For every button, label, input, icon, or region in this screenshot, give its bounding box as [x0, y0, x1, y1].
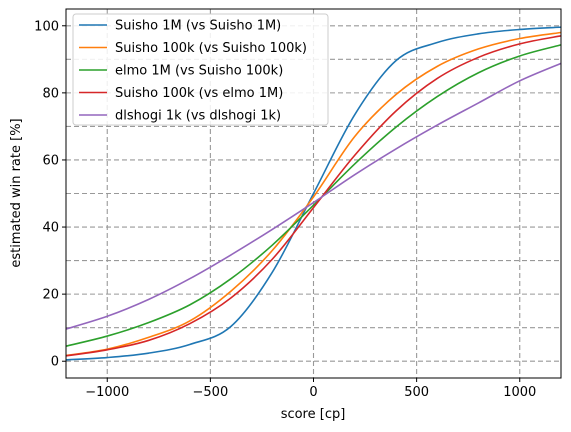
x-tick-label: 0 [309, 385, 317, 400]
x-tick-label: −1000 [85, 385, 129, 400]
series-line-2 [65, 31, 562, 357]
series-line-1 [65, 26, 562, 361]
y-tick-label: 0 [51, 355, 59, 370]
y-tick-label: 60 [42, 153, 59, 168]
x-tick-label: −500 [193, 385, 229, 400]
series-line-3 [65, 44, 562, 347]
legend-label-4: Suisho 100k (vs elmo 1M) [115, 86, 283, 101]
legend-label-2: Suisho 100k (vs Suisho 100k) [115, 41, 307, 56]
legend: Suisho 1M (vs Suisho 1M) Suisho 100k (vs … [72, 13, 329, 126]
y-tick-label: 100 [34, 19, 59, 34]
y-axis-label: estimated win rate [%] [9, 118, 24, 267]
y-tick-label: 80 [42, 86, 59, 101]
legend-label-1: Suisho 1M (vs Suisho 1M) [115, 19, 281, 34]
legend-label-3: elmo 1M (vs Suisho 100k) [115, 64, 283, 79]
y-tick-label: 20 [42, 288, 59, 303]
x-axis-label: score [cp] [281, 407, 346, 422]
y-tick-label: 40 [42, 221, 59, 236]
legend-label-5: dlshogi 1k (vs dlshogi 1k) [115, 109, 281, 124]
legend-frame [72, 13, 329, 126]
series-line-5 [65, 62, 562, 330]
x-tick-label: 500 [404, 385, 429, 400]
plot-area [65, 26, 562, 361]
x-tick-label: 1000 [503, 385, 536, 400]
series-line-4 [65, 35, 562, 357]
axis-ticks: −1000 −500 0 500 1000 0 20 40 60 80 100 [34, 19, 536, 400]
